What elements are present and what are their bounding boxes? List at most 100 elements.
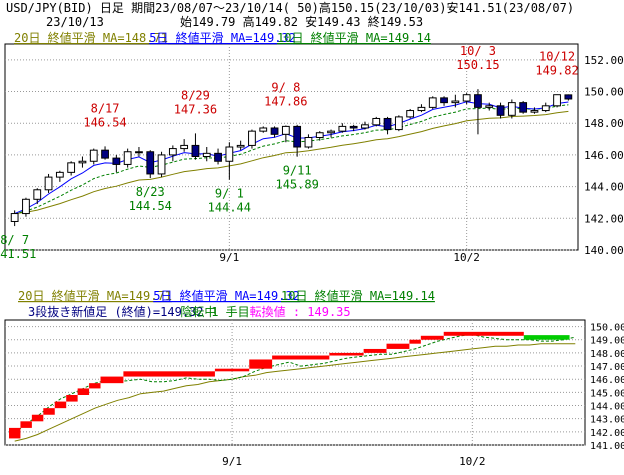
brick-up bbox=[443, 331, 524, 336]
y-tick-label: 144.00 bbox=[590, 402, 624, 413]
candle-up bbox=[44, 176, 53, 191]
ma20-line bbox=[14, 110, 569, 215]
y-tick-label: 140.00 bbox=[584, 244, 624, 257]
legend-entry: 10日 終値平滑 MA=149.14 bbox=[277, 30, 431, 45]
candle-up bbox=[225, 146, 234, 162]
candle-up bbox=[157, 154, 166, 175]
candle-up bbox=[541, 105, 550, 112]
brick-up bbox=[249, 359, 273, 369]
y-tick-label: 144.00 bbox=[584, 181, 624, 194]
legend-entry: 5日 終値平滑 MA=149.32 bbox=[149, 30, 296, 45]
candle-down bbox=[214, 152, 222, 162]
candle-up bbox=[281, 125, 290, 135]
brick-up bbox=[66, 395, 78, 402]
candle-down bbox=[112, 157, 121, 165]
x-tick-label: 9/1 bbox=[222, 455, 242, 468]
y-tick-label: 142.00 bbox=[590, 428, 624, 439]
candle-up bbox=[327, 130, 335, 134]
annotation-date: 9/ 8 bbox=[271, 80, 300, 94]
annotation-value: 145.89 bbox=[275, 178, 318, 192]
candle-up bbox=[259, 127, 268, 132]
legend-entry: 5日 終値平滑 MA=149.32 bbox=[153, 288, 300, 303]
annotation-date: 10/ 3 bbox=[460, 44, 496, 58]
candle-up bbox=[168, 148, 177, 156]
brick-up bbox=[420, 335, 444, 340]
candle-down bbox=[101, 149, 109, 159]
brick-up bbox=[43, 408, 55, 415]
legend-entry: 20日 終値平滑 MA=148.71 bbox=[14, 30, 168, 45]
brick-up bbox=[409, 339, 421, 344]
brick-up bbox=[54, 401, 67, 409]
annotation-value: 147.36 bbox=[174, 102, 217, 116]
y-tick-label: 146.00 bbox=[584, 149, 624, 162]
candle-up bbox=[236, 144, 245, 148]
candle-up bbox=[202, 152, 211, 158]
y-tick-label: 141.00 bbox=[590, 441, 624, 452]
candle-up bbox=[304, 136, 313, 148]
candle-up bbox=[123, 151, 132, 165]
annotation-date: 9/11 bbox=[283, 164, 312, 178]
candle-down bbox=[191, 144, 200, 158]
info-text: 転換値 : 149.35 bbox=[250, 304, 351, 319]
y-tick-label: 147.00 bbox=[590, 362, 624, 373]
candlestick-chart: 140.00 142.00 144.00 146.00 148.00 150.00 152.… bbox=[0, 30, 624, 264]
ma20-line bbox=[14, 343, 576, 442]
legend-entry: 20日 終値平滑 MA=149.71 bbox=[18, 288, 172, 303]
candle-up bbox=[22, 198, 30, 215]
brick-up bbox=[363, 348, 387, 353]
annotation-date: 8/23 bbox=[136, 185, 165, 199]
y-tick-label: 145.00 bbox=[590, 388, 624, 399]
y-tick-label: 150.00 bbox=[590, 323, 624, 334]
ma10-line bbox=[14, 333, 576, 434]
header-ohlc: 始149.79 高149.82 安149.43 終149.53 bbox=[180, 15, 424, 29]
annotation-date: 10/12 bbox=[539, 49, 575, 63]
candle-down bbox=[564, 94, 573, 100]
brick-up bbox=[77, 388, 90, 395]
candle-up bbox=[361, 124, 369, 129]
y-tick-label: 143.00 bbox=[590, 415, 624, 426]
annotation-value: 141.51 bbox=[0, 247, 36, 261]
candle-up bbox=[417, 106, 426, 112]
candle-up bbox=[530, 110, 539, 113]
candle-up bbox=[10, 213, 19, 222]
candle-up bbox=[406, 110, 415, 118]
brick-up bbox=[214, 368, 250, 372]
y-tick-label: 149.00 bbox=[590, 336, 624, 347]
candle-up bbox=[315, 132, 324, 138]
annotation-value: 146.54 bbox=[83, 115, 126, 129]
brick-up bbox=[31, 414, 44, 422]
header-date: 23/10/13 bbox=[46, 15, 104, 29]
candle-down bbox=[519, 102, 528, 113]
annotation-value: 147.86 bbox=[264, 94, 307, 108]
y-tick-label: 150.00 bbox=[584, 86, 624, 99]
candle-down bbox=[270, 127, 279, 135]
y-tick-label: 152.00 bbox=[584, 54, 624, 67]
y-tick-label: 148.00 bbox=[590, 349, 624, 360]
candle-down bbox=[349, 125, 358, 129]
info-text: 陰転中 bbox=[180, 304, 216, 319]
brick-down bbox=[523, 335, 570, 340]
candle-up bbox=[78, 160, 87, 164]
candle-up bbox=[451, 100, 460, 104]
plot-frame bbox=[4, 43, 579, 251]
candle-up bbox=[135, 151, 143, 154]
brick-up bbox=[386, 343, 410, 349]
legend-entry: 10日 終値平滑 MA=149.14 bbox=[281, 288, 435, 303]
candle-down bbox=[293, 125, 302, 148]
candle-down bbox=[146, 151, 155, 175]
candle-up bbox=[67, 162, 76, 173]
x-tick-label: 10/2 bbox=[459, 455, 486, 468]
three-line-break-chart: 141.00 142.00 143.00 144.00 145.00 146.00 147.… bbox=[4, 288, 624, 468]
brick-up bbox=[329, 352, 364, 356]
annotation-date: 8/ 7 bbox=[0, 233, 29, 247]
candle-up bbox=[462, 94, 471, 102]
brick-up bbox=[89, 383, 101, 389]
info-text: 1 手目 bbox=[211, 305, 249, 319]
candle-up bbox=[33, 189, 42, 200]
candle-up bbox=[89, 149, 98, 162]
candle-up bbox=[248, 130, 256, 146]
brick-up bbox=[100, 376, 124, 384]
candle-down bbox=[474, 94, 482, 108]
candle-up bbox=[428, 97, 437, 108]
